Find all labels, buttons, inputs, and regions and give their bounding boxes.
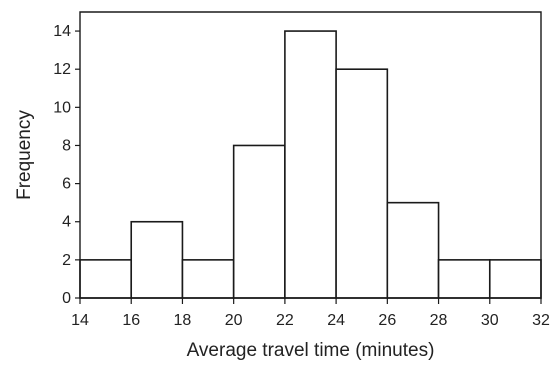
x-tick-label-14: 14 bbox=[71, 312, 89, 329]
x-tick-label-30: 30 bbox=[481, 312, 499, 329]
y-tick-label-4: 4 bbox=[62, 214, 71, 231]
x-tick-label-22: 22 bbox=[276, 312, 294, 329]
x-tick-label-16: 16 bbox=[122, 312, 140, 329]
y-tick-label-6: 6 bbox=[62, 176, 71, 193]
y-tick-label-10: 10 bbox=[53, 99, 71, 116]
bars-group bbox=[79, 30, 542, 299]
x-tick-label-18: 18 bbox=[174, 312, 192, 329]
y-tick-label-2: 2 bbox=[62, 252, 71, 269]
histogram-bar-28-30 bbox=[437, 259, 491, 299]
histogram-bar-22-24 bbox=[284, 30, 337, 299]
histogram-bar-16-18 bbox=[130, 220, 184, 299]
x-tick-label-26: 26 bbox=[378, 312, 396, 329]
histogram-bar-18-20 bbox=[181, 259, 235, 299]
y-tick-label-14: 14 bbox=[53, 23, 71, 40]
x-tick-label-20: 20 bbox=[225, 312, 243, 329]
histogram-bar-24-26 bbox=[335, 68, 389, 299]
y-axis-label: Frequency bbox=[14, 110, 35, 200]
x-axis-label: Average travel time (minutes) bbox=[187, 340, 435, 361]
y-tick-label-0: 0 bbox=[62, 290, 71, 307]
x-tick-label-32: 32 bbox=[532, 312, 550, 329]
x-tick-label-28: 28 bbox=[430, 312, 448, 329]
histogram-bar-26-28 bbox=[386, 201, 440, 299]
histogram-bar-20-22 bbox=[232, 144, 286, 299]
histogram-bar-30-32 bbox=[488, 259, 542, 299]
y-tick-label-12: 12 bbox=[53, 61, 71, 78]
histogram-bar-14-16 bbox=[79, 259, 133, 299]
x-tick-label-24: 24 bbox=[327, 312, 345, 329]
y-tick-label-8: 8 bbox=[62, 137, 71, 154]
